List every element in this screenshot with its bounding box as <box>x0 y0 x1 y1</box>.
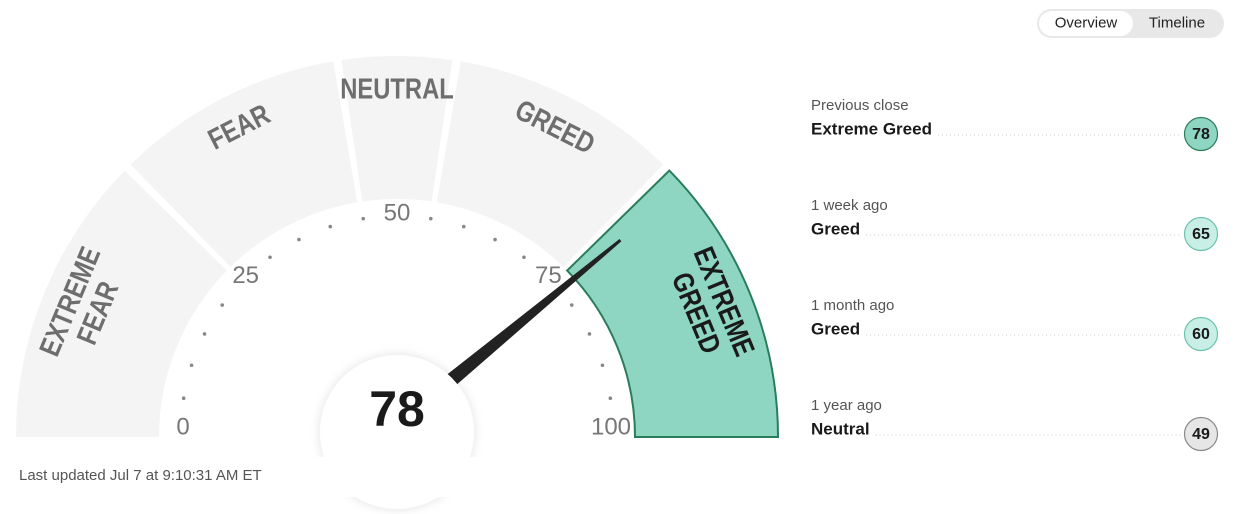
scale-dot <box>268 255 272 260</box>
scale-dot <box>220 303 225 307</box>
scale-label: 75 <box>535 262 562 289</box>
history-rating: Neutral <box>811 419 870 438</box>
tab-timeline[interactable]: Timeline <box>1149 14 1205 31</box>
disc-mask <box>300 457 500 497</box>
scale-label: 25 <box>232 262 259 289</box>
scale-dot <box>461 224 466 229</box>
history-badge <box>1183 316 1219 352</box>
needle <box>446 238 622 386</box>
history-period: 1 week ago <box>811 197 888 214</box>
history-badge <box>1183 116 1219 152</box>
scale-dot <box>361 216 366 221</box>
history-period: 1 month ago <box>811 297 894 314</box>
scale-dot <box>600 363 605 368</box>
gauge-value: 78 <box>369 381 425 437</box>
scale-dot <box>522 255 526 260</box>
gauge-segment <box>341 56 453 202</box>
scale-dot <box>328 224 333 229</box>
scale-label: 100 <box>591 413 631 440</box>
segment-label: NEUTRAL <box>340 72 454 105</box>
history-rating: Greed <box>811 219 860 238</box>
scale-dot <box>569 303 574 307</box>
history-rating: Extreme Greed <box>811 119 932 138</box>
scale-dot <box>428 216 433 221</box>
history-badge <box>1183 216 1219 252</box>
history-period: Previous close <box>811 97 909 114</box>
scale-dot <box>297 237 301 242</box>
tab-overview[interactable]: Overview <box>1055 14 1118 31</box>
tab-selected-bg <box>1039 11 1133 36</box>
scale-dot <box>181 396 186 401</box>
gauge-segment <box>16 170 227 438</box>
scale-dot <box>493 237 497 242</box>
history-value: 49 <box>1192 426 1210 443</box>
history-rating: Greed <box>811 319 860 338</box>
history-value: 65 <box>1192 226 1210 243</box>
segment-label-line: NEUTRAL <box>340 72 454 105</box>
scale-label: 50 <box>384 199 411 226</box>
history-badge <box>1183 416 1219 452</box>
scale-dot <box>587 332 592 336</box>
gauge-segment <box>565 169 780 438</box>
scale-dot <box>189 363 194 368</box>
gauge-segment <box>436 61 664 267</box>
scale-dot <box>202 332 207 336</box>
history-value: 78 <box>1192 126 1210 143</box>
gauge-segment <box>130 61 358 267</box>
scale-label: 0 <box>176 413 189 440</box>
history-value: 60 <box>1192 326 1210 343</box>
last-updated: Last updated Jul 7 at 9:10:31 AM ET <box>19 467 262 484</box>
history-period: 1 year ago <box>811 397 882 414</box>
scale-dot <box>608 396 613 401</box>
